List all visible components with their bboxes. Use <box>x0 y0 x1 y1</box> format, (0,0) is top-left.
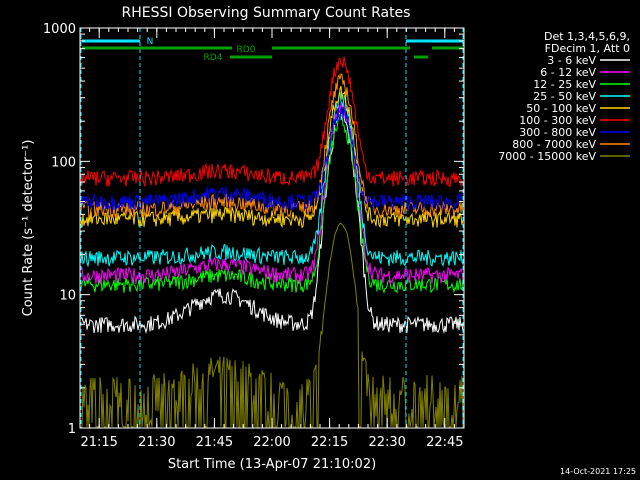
x-tick-label: 22:30 <box>368 435 405 450</box>
legend-entry-label: 800 - 7000 keV <box>512 138 596 151</box>
legend-entry-label: 50 - 100 keV <box>526 102 596 115</box>
legend-header: Det 1,3,4,5,6,9, <box>544 30 630 43</box>
x-tick-label: 22:45 <box>426 435 463 450</box>
y-axis: 1 10 100 1000 <box>43 22 464 437</box>
legend-entry-label: 25 - 50 keV <box>533 90 596 103</box>
series-line-6 <box>80 105 464 211</box>
series-line-1 <box>80 102 464 284</box>
series-lines <box>80 56 464 428</box>
legend-entry-label: 12 - 25 keV <box>533 78 596 91</box>
night-label: N <box>147 37 154 47</box>
x-tick-label: 21:45 <box>196 435 233 450</box>
series-line-4 <box>80 85 464 229</box>
legend-header: FDecim 1, Att 0 <box>545 42 630 55</box>
series-line-0 <box>80 112 464 335</box>
footer-date: 14-Oct-2021 17:25 <box>560 467 636 476</box>
y-tick-label: 1000 <box>43 22 76 37</box>
x-axis: 21:15 21:30 21:45 22:00 22:15 22:30 22:45 <box>79 28 465 450</box>
series-line-5 <box>80 56 464 188</box>
legend-entry-label: 3 - 6 keV <box>547 54 596 67</box>
chart-title: RHESSI Observing Summary Count Rates <box>122 5 411 21</box>
legend-entry-label: 100 - 300 keV <box>519 114 596 127</box>
y-tick-label: 1 <box>68 422 76 437</box>
rd4-label: RD4 <box>204 53 223 63</box>
y-tick-label: 100 <box>51 155 76 170</box>
x-tick-label: 22:00 <box>253 435 290 450</box>
series-line-3 <box>80 91 464 268</box>
x-tick-label: 21:30 <box>138 435 175 450</box>
annotations: N RD0 RD4 <box>80 28 464 428</box>
y-axis-label: Count Rate (s⁻¹ detector⁻¹) <box>21 140 36 317</box>
x-axis-label: Start Time (13-Apr-07 21:10:02) <box>168 457 376 472</box>
legend-entry-label: 7000 - 15000 keV <box>498 150 596 163</box>
legend: Det 1,3,4,5,6,9,FDecim 1, Att 03 - 6 keV… <box>498 30 630 163</box>
y-tick-label: 10 <box>59 289 76 304</box>
x-tick-label: 21:15 <box>80 435 117 450</box>
rd0-label: RD0 <box>237 45 256 55</box>
legend-entry-label: 6 - 12 keV <box>540 66 596 79</box>
x-tick-label: 22:15 <box>311 435 348 450</box>
legend-entry-label: 300 - 800 keV <box>519 126 596 139</box>
